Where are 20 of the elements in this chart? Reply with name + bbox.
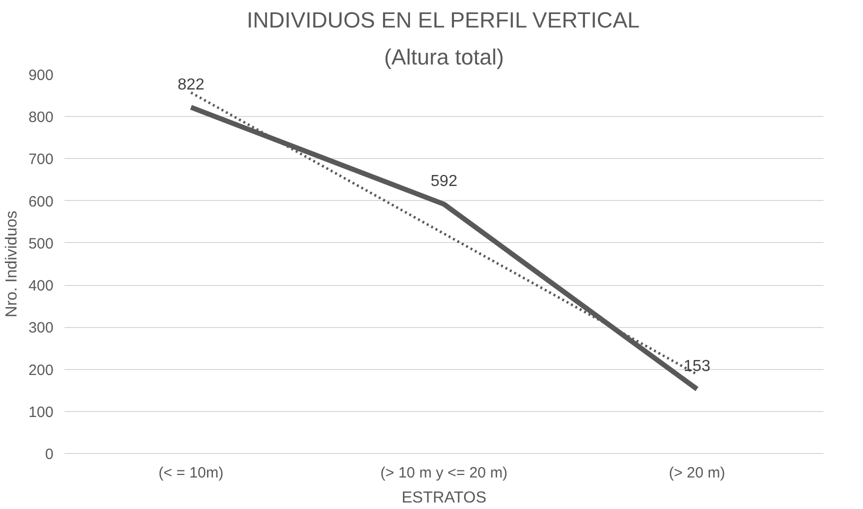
y-tick-label: 400 bbox=[28, 278, 54, 295]
y-tick-label: 200 bbox=[28, 362, 54, 379]
x-tick-label: (< = 10m) bbox=[158, 464, 224, 482]
x-tick-label: (> 10 m y <= 20 m) bbox=[380, 464, 508, 482]
data-label: 592 bbox=[430, 173, 458, 190]
data-label: 153 bbox=[684, 358, 710, 376]
chart-title: INDIVIDUOS EN EL PERFIL VERTICAL bbox=[246, 8, 640, 32]
y-tick-label: 300 bbox=[28, 320, 54, 337]
chart-subtitle: (Altura total) bbox=[384, 44, 504, 70]
y-tick-label: 0 bbox=[45, 446, 54, 463]
y-axis-title: Nro. Individuos bbox=[3, 210, 20, 318]
y-tick-label: 500 bbox=[28, 235, 54, 252]
y-tick-label: 900 bbox=[28, 67, 54, 84]
data-label: 822 bbox=[178, 76, 204, 94]
x-axis-title: ESTRATOS bbox=[402, 490, 486, 506]
y-tick-label: 600 bbox=[28, 193, 54, 210]
y-tick-label: 100 bbox=[28, 404, 54, 421]
y-tick-label: 800 bbox=[28, 109, 54, 126]
x-tick-label: (> 20 m) bbox=[668, 464, 726, 482]
y-tick-label: 700 bbox=[28, 151, 54, 168]
